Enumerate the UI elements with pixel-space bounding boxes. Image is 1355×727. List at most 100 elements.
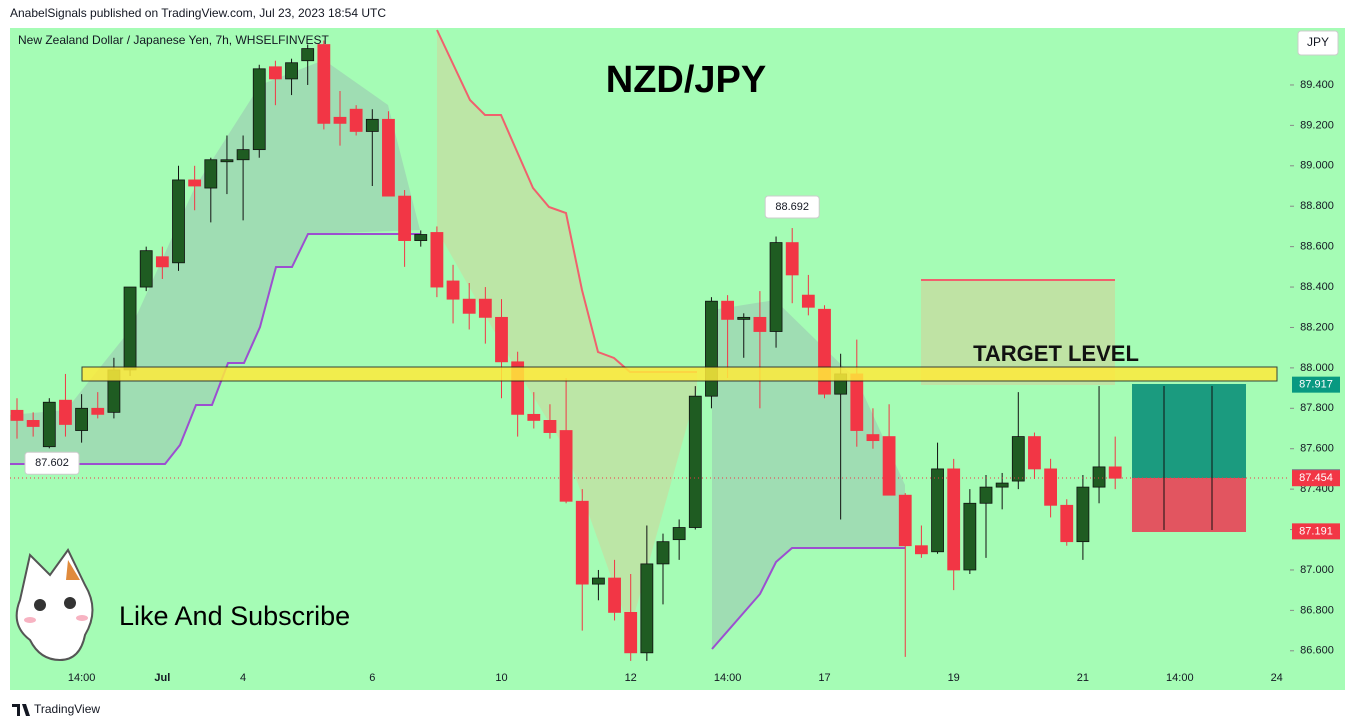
annotation: TARGET LEVEL — [973, 341, 1139, 366]
candle-body — [592, 577, 605, 585]
candle-body — [1076, 486, 1090, 543]
candle-body — [75, 407, 88, 431]
price-label: 87.191 — [1299, 525, 1333, 537]
candle-body — [963, 502, 977, 571]
candle-body — [737, 316, 751, 320]
y-tick-label: 88.000 — [1300, 362, 1334, 374]
candle-body — [430, 232, 444, 288]
candle-body — [947, 468, 961, 571]
x-tick-label: 14:00 — [1166, 672, 1194, 684]
currency-label: JPY — [1307, 35, 1329, 49]
candle-body — [26, 420, 40, 427]
candle-body — [91, 407, 105, 415]
candle-body — [705, 300, 718, 397]
candle-body — [882, 436, 896, 496]
candle-body — [785, 242, 799, 276]
x-tick-label: 19 — [948, 672, 960, 684]
candle-body — [59, 399, 72, 425]
candle-body — [204, 159, 218, 189]
candle-body — [236, 149, 250, 161]
publisher-line: AnabelSignals published on TradingView.c… — [10, 6, 386, 20]
candle-body — [462, 298, 476, 314]
candle-body — [172, 179, 185, 264]
price-label-box — [1292, 376, 1340, 393]
callout-box — [764, 195, 820, 219]
candle-body — [543, 420, 557, 433]
candle-body — [1108, 466, 1122, 479]
price-label-box — [1292, 470, 1340, 487]
x-tick-label: 14:00 — [68, 672, 96, 684]
x-tick-label: 17 — [818, 672, 830, 684]
candle-body — [688, 395, 702, 528]
candle-body — [365, 118, 379, 132]
candle-body — [575, 500, 589, 585]
candle-body — [931, 468, 944, 553]
candle-body — [850, 373, 864, 431]
candle-body — [382, 118, 395, 197]
position-target — [1132, 384, 1246, 478]
footer-brand: TradingView — [34, 702, 100, 716]
candle-body — [317, 44, 331, 124]
candle-body — [915, 545, 928, 555]
candle-body — [495, 316, 508, 363]
candle-body — [608, 577, 621, 613]
candle-body — [1011, 436, 1025, 482]
y-tick-label: 88.400 — [1300, 281, 1334, 293]
x-tick-label: 6 — [369, 672, 375, 684]
y-tick-label: 86.600 — [1300, 645, 1334, 657]
currency-button[interactable] — [1297, 30, 1339, 56]
x-tick-label: 14:00 — [714, 672, 742, 684]
y-tick-label: 86.800 — [1300, 604, 1334, 616]
candle-body — [301, 48, 315, 62]
x-tick-label: 24 — [1271, 672, 1283, 684]
candle-body — [527, 413, 541, 421]
candle-body — [123, 286, 137, 371]
candle-body — [866, 434, 880, 442]
callout-label: 87.602 — [35, 457, 69, 469]
candle-body — [42, 401, 56, 448]
candle-body — [446, 280, 460, 300]
x-tick-label: 21 — [1077, 672, 1089, 684]
price-label: 87.917 — [1299, 379, 1333, 391]
candle-body — [349, 108, 363, 132]
candle-body — [753, 316, 767, 332]
y-tick-label: 87.800 — [1300, 402, 1334, 414]
candle-body — [188, 179, 202, 187]
candle-body — [801, 294, 815, 308]
supertrend-up — [711, 547, 905, 650]
y-tick-label: 89.400 — [1300, 79, 1334, 91]
candle-body — [252, 68, 266, 151]
candle-body — [285, 62, 298, 80]
annotation: Like And Subscribe — [119, 601, 350, 631]
candle-body — [1060, 504, 1074, 543]
candle-body — [478, 298, 492, 318]
candle-body — [414, 234, 428, 241]
candle-body — [624, 612, 638, 654]
candle-body — [559, 430, 573, 502]
y-tick-label: 89.200 — [1300, 119, 1334, 131]
candle-body — [979, 486, 993, 504]
mascot — [15, 548, 94, 662]
candle-body — [268, 66, 282, 80]
y-tick-label: 89.000 — [1300, 160, 1334, 172]
candle-body — [640, 563, 654, 654]
candle-body — [333, 116, 347, 124]
symbol-line: New Zealand Dollar / Japanese Yen, 7h, W… — [18, 33, 329, 47]
candle-body — [220, 159, 234, 163]
x-tick-label: 10 — [495, 672, 507, 684]
x-tick-label: 12 — [625, 672, 637, 684]
y-tick-label: 88.600 — [1300, 241, 1334, 253]
candle-body — [398, 195, 412, 241]
candle-body — [139, 250, 153, 288]
trend-fill — [10, 60, 420, 464]
x-tick-label: Jul — [154, 672, 170, 684]
x-tick-label: 4 — [240, 672, 246, 684]
candle-body — [1028, 436, 1041, 470]
candle-body — [10, 409, 24, 421]
price-label-box — [1292, 523, 1340, 540]
level-band — [81, 366, 1278, 382]
y-tick-label: 87.600 — [1300, 443, 1334, 455]
supertrend-up — [10, 233, 420, 465]
candle-body — [721, 300, 734, 320]
